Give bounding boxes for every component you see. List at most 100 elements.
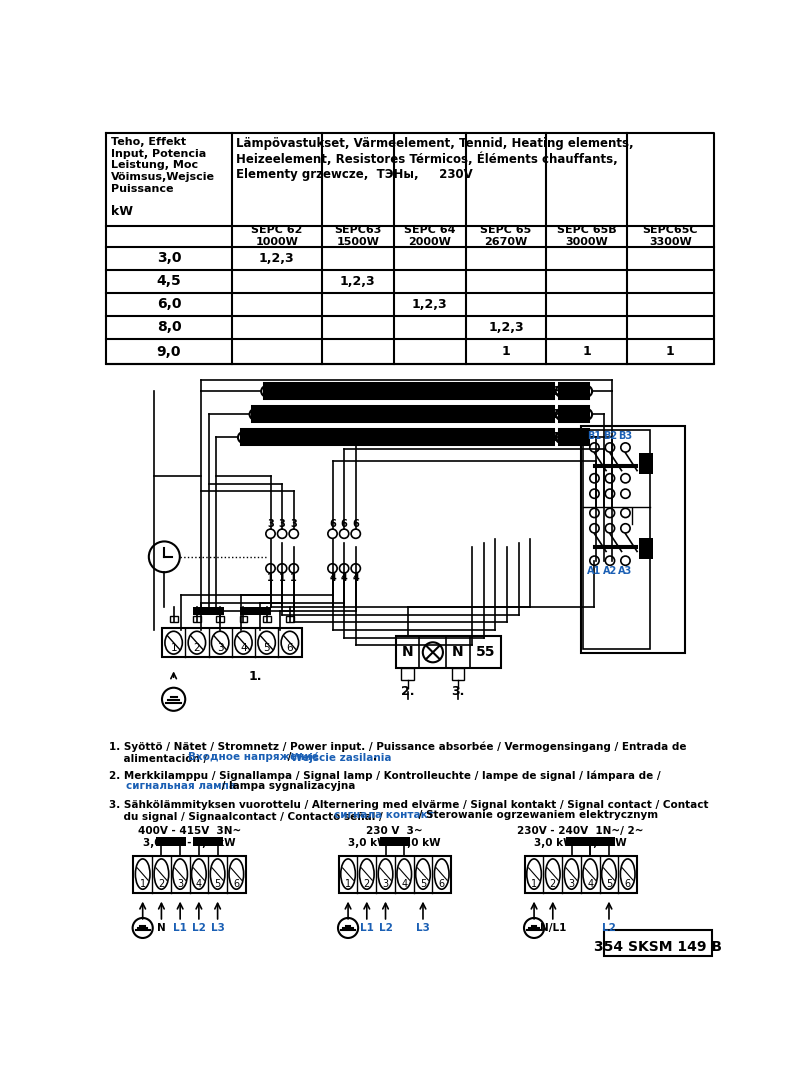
Ellipse shape: [210, 859, 225, 889]
Text: L2: L2: [602, 923, 616, 933]
Text: / Sterowanie ogrzewaniem elektrycznym: / Sterowanie ogrzewaniem elektrycznym: [415, 810, 658, 820]
Text: kW: kW: [111, 205, 133, 218]
Text: 6: 6: [625, 879, 630, 889]
Text: 2: 2: [194, 643, 200, 653]
Text: 9,0: 9,0: [157, 344, 182, 358]
Circle shape: [606, 489, 614, 498]
Text: 6: 6: [329, 519, 336, 530]
Text: / lampa sygnalizacyjna: / lampa sygnalizacyjna: [218, 781, 355, 791]
Ellipse shape: [211, 631, 229, 654]
Bar: [525, 856, 637, 892]
Text: 6,0: 6,0: [157, 298, 182, 311]
Text: 1,2,3: 1,2,3: [340, 275, 375, 288]
Text: сигнальная лампа: сигнальная лампа: [126, 781, 236, 791]
Bar: [396, 637, 501, 669]
Text: L3: L3: [210, 923, 225, 933]
Text: 230V - 240V  1N~/ 2~
3,0 kW - 8,0 kW: 230V - 240V 1N~/ 2~ 3,0 kW - 8,0 kW: [518, 827, 644, 848]
Text: 1: 1: [140, 879, 146, 889]
Text: 6: 6: [352, 519, 359, 530]
Circle shape: [338, 918, 358, 938]
Text: 4: 4: [329, 573, 336, 584]
Circle shape: [524, 918, 544, 938]
Circle shape: [590, 508, 599, 518]
Circle shape: [621, 556, 630, 565]
Text: N: N: [452, 645, 464, 659]
Text: 1: 1: [582, 345, 591, 358]
Circle shape: [621, 442, 630, 452]
Text: 55: 55: [475, 645, 495, 659]
Circle shape: [621, 508, 630, 518]
Text: .: .: [373, 752, 377, 762]
Ellipse shape: [546, 859, 560, 889]
Text: 4: 4: [587, 879, 594, 889]
Text: B2: B2: [603, 431, 617, 441]
Bar: [585, 837, 614, 846]
Circle shape: [621, 474, 630, 483]
Bar: [581, 426, 685, 653]
Text: 1: 1: [531, 879, 537, 889]
Circle shape: [266, 563, 275, 573]
Text: 2.: 2.: [401, 685, 414, 698]
Text: 6: 6: [438, 879, 445, 889]
Text: 1.: 1.: [248, 670, 262, 683]
Bar: [338, 856, 451, 892]
Text: 1,2,3: 1,2,3: [412, 298, 447, 311]
Circle shape: [590, 523, 599, 533]
Circle shape: [328, 529, 337, 538]
Circle shape: [590, 442, 599, 452]
Bar: [566, 837, 596, 846]
Ellipse shape: [258, 631, 275, 654]
Text: 6: 6: [234, 879, 239, 889]
Bar: [262, 616, 270, 623]
Circle shape: [621, 489, 630, 498]
Text: Teho, Effekt
Input, Potencia
Leistung, Moc
Vöimsus,Wejscie
Puissance: Teho, Effekt Input, Potencia Leistung, M…: [111, 137, 215, 193]
Text: Lämpövastukset, Värmeelement, Tennid, Heating elements,
Heizeelement, Resistores: Lämpövastukset, Värmeelement, Tennid, He…: [237, 137, 634, 181]
Circle shape: [133, 918, 153, 938]
Text: 1: 1: [170, 643, 177, 653]
Ellipse shape: [341, 859, 355, 889]
Bar: [216, 616, 224, 623]
Text: 3: 3: [267, 519, 274, 530]
Circle shape: [590, 556, 599, 565]
Text: 4: 4: [352, 573, 359, 584]
Text: A3: A3: [618, 565, 633, 576]
Text: 2: 2: [364, 879, 370, 889]
Circle shape: [278, 563, 286, 573]
Bar: [639, 537, 654, 559]
Text: 3: 3: [278, 519, 286, 530]
Circle shape: [590, 489, 599, 498]
Ellipse shape: [434, 859, 449, 889]
Ellipse shape: [583, 859, 598, 889]
Text: 1: 1: [290, 573, 297, 584]
Bar: [193, 616, 201, 623]
Text: Wejście zasilania: Wejście zasilania: [291, 752, 392, 763]
Text: 6: 6: [286, 643, 293, 653]
Circle shape: [261, 386, 272, 397]
Ellipse shape: [564, 859, 579, 889]
Bar: [194, 837, 223, 846]
Ellipse shape: [359, 859, 374, 889]
Ellipse shape: [188, 631, 206, 654]
Circle shape: [606, 474, 614, 483]
Text: A2: A2: [603, 565, 617, 576]
Text: сигнала контакт: сигнала контакт: [334, 810, 434, 820]
Text: 3.: 3.: [451, 685, 465, 698]
Text: L1: L1: [360, 923, 374, 933]
Circle shape: [621, 523, 630, 533]
Text: SEPC63
1500W: SEPC63 1500W: [334, 226, 382, 247]
Text: 5: 5: [214, 879, 221, 889]
Circle shape: [289, 529, 298, 538]
Circle shape: [328, 563, 337, 573]
Text: 1,2,3: 1,2,3: [488, 320, 524, 333]
Text: Входное напряжение: Входное напряжение: [188, 752, 319, 762]
Text: SEPC 65B
3000W: SEPC 65B 3000W: [557, 226, 617, 247]
Text: 2: 2: [552, 408, 561, 421]
Text: 4: 4: [401, 879, 407, 889]
Text: 3: 3: [290, 519, 297, 530]
Circle shape: [606, 442, 614, 452]
Ellipse shape: [154, 859, 169, 889]
Circle shape: [582, 386, 592, 397]
Ellipse shape: [281, 631, 298, 654]
Text: B1: B1: [587, 431, 602, 441]
Circle shape: [606, 523, 614, 533]
